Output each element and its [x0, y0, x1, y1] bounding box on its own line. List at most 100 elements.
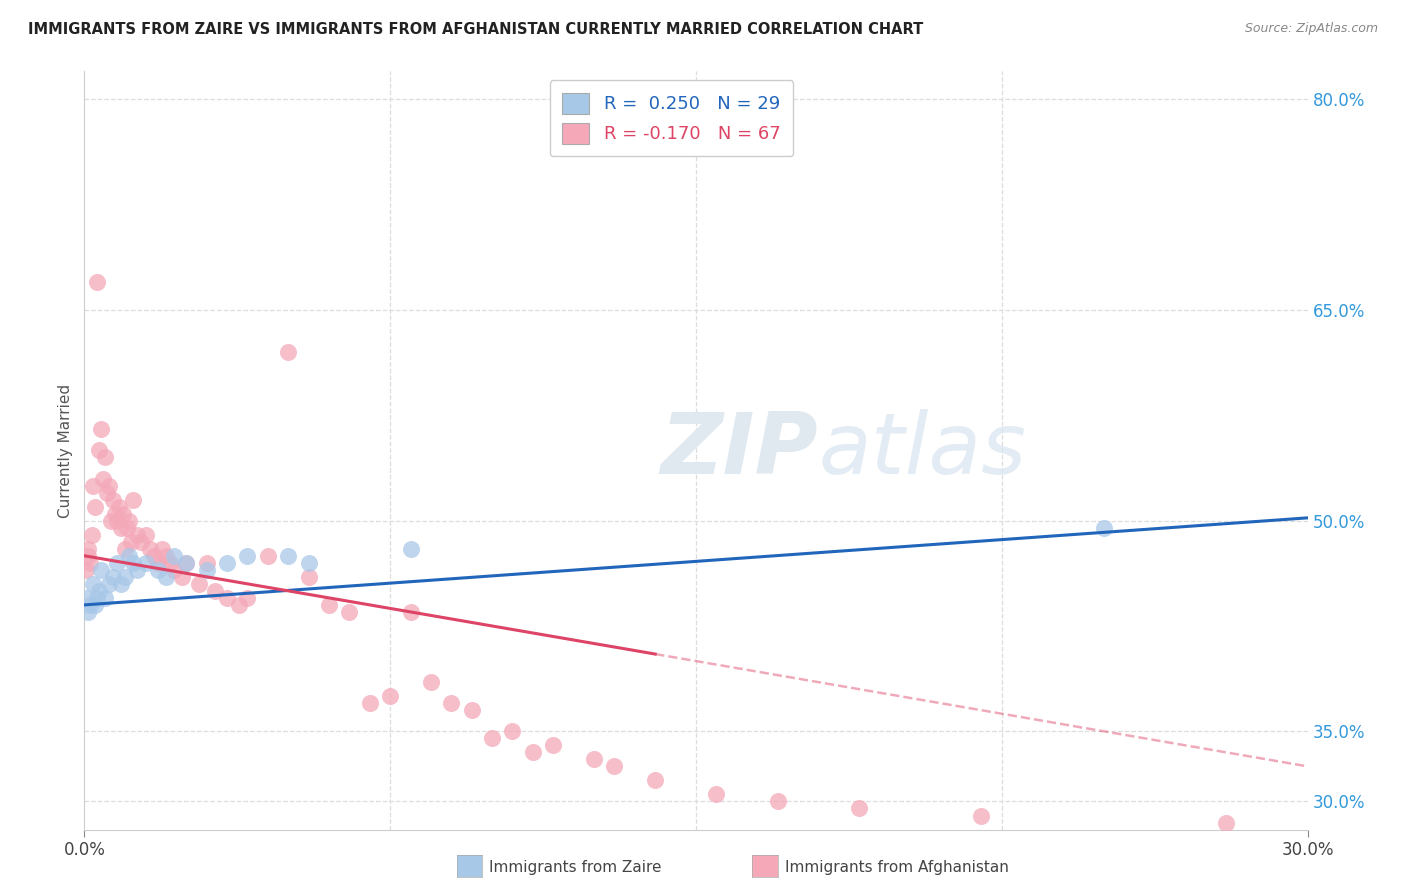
- Legend: R =  0.250   N = 29, R = -0.170   N = 67: R = 0.250 N = 29, R = -0.170 N = 67: [550, 80, 793, 156]
- Point: [150, 541, 173, 556]
- Point: [108, 500, 131, 514]
- Point: [101, 570, 124, 584]
- Point: [114, 541, 136, 556]
- Point: [163, 563, 186, 577]
- Point: [380, 689, 402, 703]
- Point: [75, 591, 97, 605]
- Point: [603, 759, 626, 773]
- Text: Source: ZipAtlas.com: Source: ZipAtlas.com: [1244, 22, 1378, 36]
- Point: [83, 500, 105, 514]
- Point: [217, 591, 239, 605]
- Point: [706, 788, 728, 802]
- Point: [195, 556, 218, 570]
- Point: [104, 507, 127, 521]
- Point: [93, 450, 115, 465]
- Point: [583, 752, 606, 766]
- Point: [217, 556, 239, 570]
- Point: [77, 541, 100, 556]
- Point: [118, 514, 141, 528]
- Point: [96, 485, 118, 500]
- Point: [228, 598, 250, 612]
- Text: ZIP: ZIP: [661, 409, 818, 492]
- Point: [146, 556, 169, 570]
- Point: [82, 478, 104, 492]
- Point: [440, 696, 463, 710]
- Point: [481, 731, 503, 746]
- Point: [277, 345, 299, 359]
- Point: [86, 275, 108, 289]
- Point: [236, 591, 259, 605]
- Point: [138, 541, 160, 556]
- Point: [135, 556, 157, 570]
- Point: [75, 563, 97, 577]
- Point: [298, 570, 321, 584]
- Point: [80, 527, 103, 541]
- Point: [114, 570, 136, 584]
- Text: Immigrants from Zaire: Immigrants from Zaire: [489, 860, 662, 874]
- Point: [131, 534, 153, 549]
- Point: [100, 514, 122, 528]
- Point: [172, 570, 194, 584]
- Point: [155, 570, 177, 584]
- Point: [155, 549, 177, 563]
- Point: [122, 492, 145, 507]
- Point: [174, 556, 197, 570]
- Point: [87, 583, 110, 598]
- Point: [146, 563, 169, 577]
- Point: [522, 745, 544, 759]
- Point: [90, 422, 112, 436]
- Point: [115, 521, 138, 535]
- Point: [93, 591, 115, 605]
- Point: [110, 577, 132, 591]
- Point: [97, 577, 120, 591]
- Point: [112, 507, 135, 521]
- Point: [187, 577, 209, 591]
- Point: [399, 605, 422, 619]
- Point: [79, 556, 101, 570]
- Point: [105, 556, 128, 570]
- Point: [502, 724, 524, 739]
- Point: [174, 556, 197, 570]
- Point: [127, 563, 149, 577]
- Point: [77, 605, 100, 619]
- Point: [339, 605, 361, 619]
- Point: [159, 556, 181, 570]
- Point: [122, 556, 145, 570]
- Point: [298, 556, 321, 570]
- Point: [87, 443, 110, 458]
- Point: [142, 549, 165, 563]
- Point: [461, 703, 484, 717]
- Point: [83, 598, 105, 612]
- Point: [1215, 815, 1237, 830]
- Text: IMMIGRANTS FROM ZAIRE VS IMMIGRANTS FROM AFGHANISTAN CURRENTLY MARRIED CORRELATI: IMMIGRANTS FROM ZAIRE VS IMMIGRANTS FROM…: [28, 22, 924, 37]
- Point: [163, 549, 186, 563]
- Point: [766, 795, 789, 809]
- Point: [97, 478, 120, 492]
- Point: [359, 696, 381, 710]
- Point: [91, 471, 114, 485]
- Point: [120, 534, 142, 549]
- Text: atlas: atlas: [818, 409, 1026, 492]
- Point: [257, 549, 280, 563]
- Point: [970, 808, 993, 822]
- Point: [318, 598, 340, 612]
- Point: [110, 521, 132, 535]
- Point: [543, 739, 565, 753]
- Point: [195, 563, 218, 577]
- Point: [848, 801, 870, 815]
- Point: [204, 583, 226, 598]
- Point: [79, 598, 101, 612]
- Point: [101, 492, 124, 507]
- Point: [118, 549, 141, 563]
- Text: Immigrants from Afghanistan: Immigrants from Afghanistan: [785, 860, 1008, 874]
- Point: [76, 549, 98, 563]
- Point: [644, 773, 666, 788]
- Point: [399, 541, 422, 556]
- Point: [90, 563, 112, 577]
- Point: [277, 549, 299, 563]
- Point: [127, 527, 149, 541]
- Point: [1092, 521, 1115, 535]
- Point: [82, 577, 104, 591]
- Y-axis label: Currently Married: Currently Married: [58, 384, 73, 517]
- Point: [86, 591, 108, 605]
